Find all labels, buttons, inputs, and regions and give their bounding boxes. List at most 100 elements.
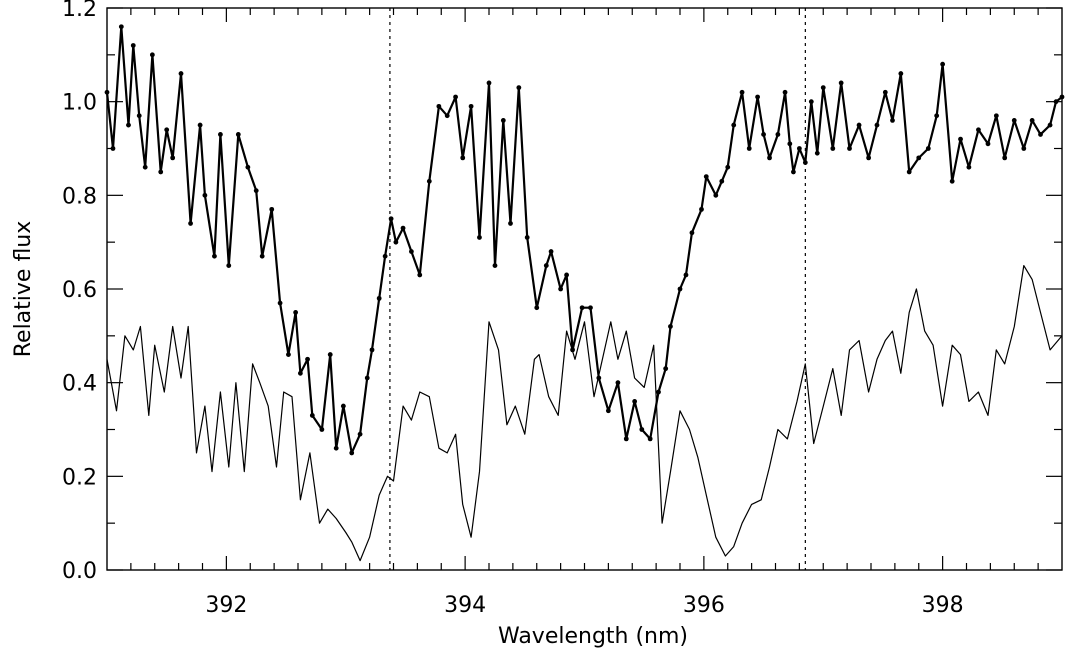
data-point	[564, 272, 569, 278]
data-point	[309, 413, 315, 418]
axes-layer: 392 394 396 398 0.0 0.2 0.4 0.6 0.8 1.0 1.2	[62, 0, 1062, 618]
data-point	[838, 80, 844, 86]
data-point	[761, 132, 766, 137]
data-point	[524, 235, 530, 240]
data-point	[417, 272, 423, 278]
data-point	[882, 89, 888, 95]
reference-lines	[389, 8, 806, 570]
data-point	[916, 155, 922, 161]
data-point	[699, 206, 704, 212]
data-point	[468, 103, 474, 109]
y-axis-title: Relative flux	[11, 221, 36, 358]
data-point	[253, 188, 259, 194]
data-point	[376, 295, 382, 301]
data-point	[1021, 146, 1027, 151]
x-tick-label: 392	[205, 593, 247, 618]
data-point	[796, 146, 802, 151]
data-point	[286, 352, 291, 357]
data-point	[906, 169, 912, 175]
data-point	[333, 445, 339, 451]
data-point	[663, 366, 669, 372]
model-spectrum-line	[106, 265, 1063, 562]
y-tick-label: 0.6	[62, 278, 97, 303]
data-point	[319, 427, 325, 432]
data-point	[516, 85, 522, 91]
data-point	[364, 375, 370, 381]
data-point	[269, 206, 275, 212]
data-point	[188, 221, 193, 226]
data-point	[949, 178, 955, 184]
data-point	[940, 61, 946, 67]
data-point	[934, 113, 940, 119]
y-tick-label: 0.4	[62, 372, 97, 397]
data-point	[500, 118, 506, 123]
data-point	[126, 122, 131, 128]
plot-frame	[106, 7, 1063, 571]
data-point	[1002, 155, 1008, 161]
data-point	[197, 122, 203, 128]
data-point	[847, 146, 852, 151]
data-point	[579, 305, 585, 311]
data-point	[327, 352, 333, 357]
data-point	[486, 80, 492, 86]
data-point	[830, 146, 836, 151]
data-point	[136, 113, 142, 119]
data-point	[985, 141, 991, 147]
data-point	[958, 136, 963, 142]
data-point	[226, 263, 232, 268]
data-point	[874, 122, 880, 128]
data-point	[202, 192, 208, 198]
y-tick-label: 1.2	[62, 0, 97, 22]
x-tick-label: 394	[444, 593, 486, 618]
data-point	[966, 164, 972, 170]
data-point	[746, 146, 752, 151]
data-point	[976, 127, 981, 133]
data-point	[632, 399, 638, 404]
data-point	[548, 249, 554, 254]
data-point	[212, 253, 217, 259]
y-tick-label: 1.0	[62, 91, 97, 116]
y-tick-label: 0.8	[62, 184, 97, 209]
data-point	[719, 178, 725, 184]
data-point	[1029, 118, 1035, 123]
data-point	[1038, 132, 1043, 137]
data-point	[1011, 118, 1017, 123]
y-tick-label: 0.0	[62, 559, 97, 584]
data-point	[149, 52, 155, 58]
data-point	[898, 71, 904, 76]
x-tick-label: 398	[922, 593, 964, 618]
data-point	[259, 253, 265, 259]
data-point	[492, 263, 498, 268]
data-point	[104, 89, 110, 95]
data-point	[689, 230, 695, 236]
data-point	[426, 178, 432, 184]
data-point	[558, 286, 564, 292]
data-point	[382, 253, 388, 259]
data-point	[683, 272, 689, 278]
data-point	[677, 286, 683, 292]
data-point	[1047, 122, 1053, 128]
data-point	[297, 370, 303, 376]
y-tick-label: 0.2	[62, 465, 97, 490]
data-point	[218, 132, 223, 137]
data-point	[755, 94, 760, 100]
data-point	[731, 122, 737, 128]
data-point	[460, 155, 466, 161]
data-point	[925, 146, 931, 151]
data-point	[725, 164, 731, 170]
data-point	[639, 427, 645, 432]
data-point	[588, 305, 593, 311]
data-point	[245, 164, 251, 170]
data-point	[808, 99, 814, 105]
data-point	[130, 43, 136, 48]
data-point	[178, 71, 184, 76]
observed-spectrum-line	[105, 25, 1063, 454]
data-point	[235, 132, 241, 137]
data-point	[543, 263, 549, 268]
data-point	[142, 164, 148, 170]
data-point	[802, 160, 808, 165]
data-point	[713, 192, 719, 198]
data-point	[277, 300, 283, 306]
data-point	[158, 169, 164, 175]
